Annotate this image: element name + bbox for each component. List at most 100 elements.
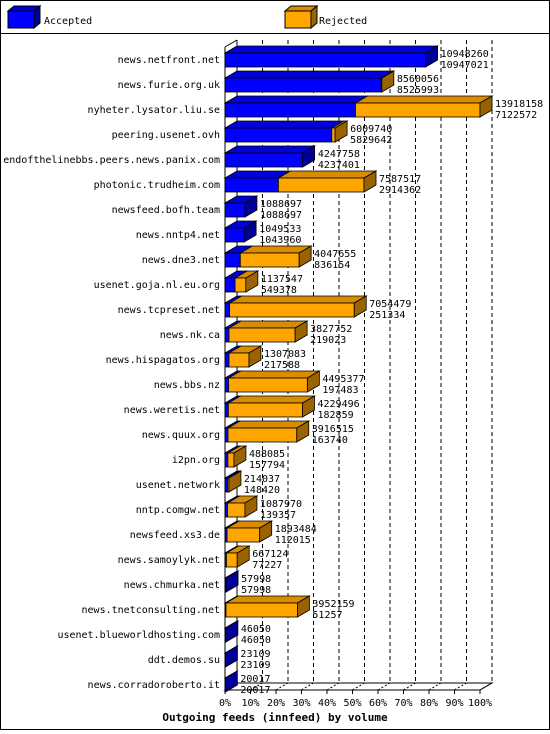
value-label-accepted: 8525993 bbox=[397, 85, 439, 96]
bar-accepted-front bbox=[225, 278, 235, 292]
category-label: news.hispagatos.org bbox=[106, 355, 220, 366]
bar-row bbox=[225, 246, 311, 267]
bar-row bbox=[225, 346, 261, 367]
value-label-accepted: 1043960 bbox=[259, 235, 301, 246]
legend-swatch-accepted bbox=[8, 6, 40, 28]
category-label: news.netfront.net bbox=[118, 55, 220, 66]
value-label-accepted: 836154 bbox=[314, 260, 350, 271]
bar-row bbox=[225, 71, 394, 92]
legend-swatch-accepted-front bbox=[8, 11, 34, 28]
bar-row bbox=[225, 371, 319, 392]
value-label-accepted: 2914362 bbox=[379, 185, 421, 196]
chart-title: Outgoing feeds (innfeed) by volume bbox=[162, 711, 388, 724]
category-label: news.tcpreset.net bbox=[118, 305, 220, 316]
bar-accepted bbox=[225, 196, 257, 217]
bar-accepted-front bbox=[225, 478, 228, 492]
value-label-accepted: 219023 bbox=[310, 335, 346, 346]
bar-rejected bbox=[355, 96, 492, 117]
value-label-total: 20017 bbox=[240, 674, 270, 685]
bar-accepted-front bbox=[225, 253, 240, 267]
bar-accepted bbox=[225, 571, 238, 592]
value-label-total: 23109 bbox=[240, 649, 270, 660]
value-label-accepted: 4237401 bbox=[318, 160, 360, 171]
bar-row bbox=[225, 421, 309, 442]
bar-accepted-front bbox=[225, 453, 228, 467]
bar-accepted bbox=[225, 96, 367, 117]
x-tick-label: 40% bbox=[318, 698, 336, 709]
value-label-accepted: 197483 bbox=[322, 385, 358, 396]
category-label: news.furie.org.uk bbox=[118, 80, 220, 91]
bar-accepted-front bbox=[225, 153, 303, 167]
category-label: news.quux.org bbox=[142, 430, 220, 441]
bar-rejected-front bbox=[228, 403, 302, 417]
category-label: news.bbs.nz bbox=[154, 380, 220, 391]
x-tick-label: 50% bbox=[343, 698, 361, 709]
bar-rejected-front bbox=[229, 328, 295, 342]
value-label-total: 4247758 bbox=[318, 149, 360, 160]
bar-rejected bbox=[226, 546, 249, 567]
value-label-accepted: 139357 bbox=[260, 510, 296, 521]
bar-row bbox=[225, 396, 314, 417]
category-label: usenet.goja.nl.eu.org bbox=[94, 280, 220, 291]
category-label: news.samoylyk.net bbox=[118, 555, 220, 566]
x-tick-label: 80% bbox=[420, 698, 438, 709]
bar-rejected-front bbox=[228, 453, 234, 467]
bar-row bbox=[225, 546, 249, 567]
value-label-total: 4229496 bbox=[317, 399, 359, 410]
value-label-accepted: 217588 bbox=[264, 360, 300, 371]
bar-row bbox=[225, 446, 246, 467]
value-label-total: 3827752 bbox=[310, 324, 352, 335]
bar-row bbox=[225, 121, 347, 142]
value-label-total: 214037 bbox=[244, 474, 280, 485]
category-labels: news.netfront.net news.furie.org.uk nyhete… bbox=[3, 55, 220, 691]
bar-rejected bbox=[229, 371, 320, 392]
bar-accepted bbox=[225, 646, 237, 667]
x-tick-label: 100% bbox=[468, 698, 492, 709]
bar-rejected-top bbox=[230, 296, 367, 303]
bar-row bbox=[225, 96, 492, 117]
bar-rejected-front bbox=[230, 303, 355, 317]
bar-rejected-top bbox=[228, 421, 309, 428]
value-label-total: 10948260 bbox=[441, 49, 489, 60]
bar-row bbox=[225, 321, 307, 342]
bar-rejected bbox=[278, 171, 376, 192]
category-label: usenet.blueworldhosting.com bbox=[57, 630, 220, 641]
bar-row bbox=[225, 196, 257, 217]
legend-label-accepted: Accepted bbox=[44, 16, 92, 27]
value-label-total: 6009740 bbox=[350, 124, 392, 135]
bar-accepted bbox=[225, 621, 238, 642]
x-tick-label: 90% bbox=[445, 698, 463, 709]
bar-rejected bbox=[228, 446, 246, 467]
bar-rejected-top bbox=[278, 171, 376, 178]
bar-accepted-top bbox=[225, 71, 393, 78]
bar-accepted-front bbox=[225, 428, 228, 442]
bar-accepted-front bbox=[225, 203, 245, 217]
bar-rejected bbox=[229, 321, 307, 342]
value-label-total: 7587517 bbox=[379, 174, 421, 185]
x-tick-label: 30% bbox=[292, 698, 310, 709]
value-label-accepted: 77227 bbox=[252, 560, 282, 571]
bar-rejected-front bbox=[229, 378, 308, 392]
value-label-total: 667124 bbox=[252, 549, 288, 560]
x-tick-label: 70% bbox=[394, 698, 412, 709]
bar-accepted bbox=[225, 121, 344, 142]
bar-accepted-front bbox=[225, 128, 332, 142]
bar-rejected bbox=[240, 246, 311, 267]
value-label-total: 488085 bbox=[249, 449, 285, 460]
bar-accepted-top bbox=[225, 46, 438, 53]
bar-rejected bbox=[228, 471, 241, 492]
bar-rejected-top bbox=[229, 371, 320, 378]
category-label: nyheter.lysator.liu.se bbox=[88, 105, 220, 116]
bar-rejected bbox=[227, 521, 272, 542]
bar-rejected-front bbox=[227, 528, 260, 542]
bar-row bbox=[225, 646, 237, 667]
bar-accepted-front bbox=[225, 353, 229, 367]
category-label: newsfeed.bofh.team bbox=[112, 205, 220, 216]
bar-accepted-front bbox=[225, 303, 230, 317]
bar-rejected-front bbox=[355, 103, 480, 117]
value-label-total: 8560056 bbox=[397, 74, 439, 85]
bar-accepted-front bbox=[225, 228, 244, 242]
y-axis-top bbox=[225, 40, 237, 47]
value-label-total: 1893484 bbox=[275, 524, 317, 535]
